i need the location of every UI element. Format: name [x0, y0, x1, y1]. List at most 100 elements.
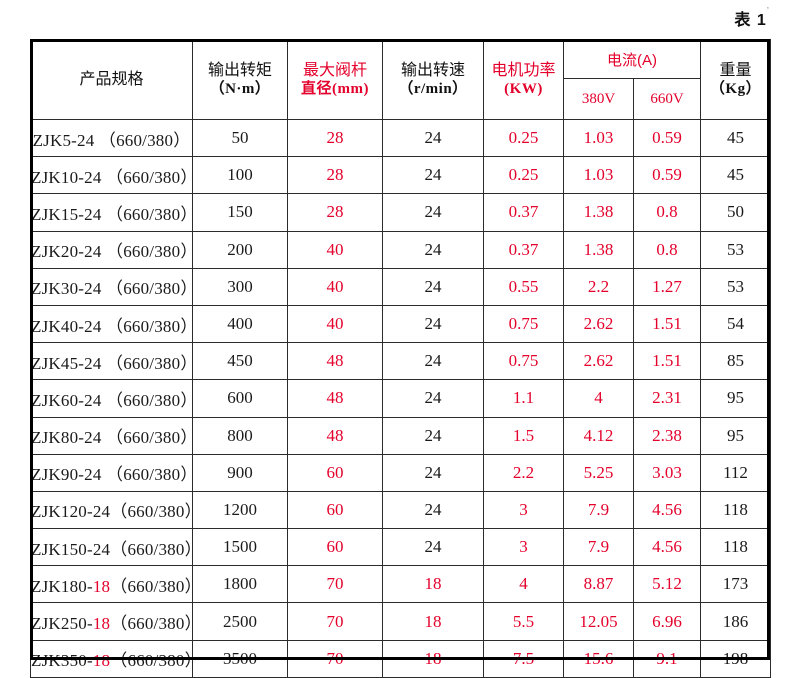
header-model-label: 产品规格	[79, 70, 144, 88]
cell-weight: 95	[700, 379, 771, 418]
cell-current-660v: 0.8	[633, 230, 701, 269]
cell-stem-diameter: 40	[287, 230, 383, 269]
cell-model: ZJK45-24 （660/380）	[30, 342, 197, 381]
table-row: ZJK150-24（660/380） 1500 60 24 3 7.9 4.56 118	[30, 528, 771, 567]
model-code: 24	[84, 167, 102, 187]
cell-power: 0.75	[483, 304, 564, 344]
cell-speed: 24	[382, 379, 484, 418]
header-row-sub: 380V 660V	[31, 78, 771, 120]
model-suffix: （660/380）	[101, 279, 198, 299]
cell-current-380v: 2.2	[563, 267, 634, 306]
header-current: 电流(A)	[563, 39, 701, 79]
cell-power: 0.25	[483, 156, 564, 195]
model-code: 24	[84, 465, 102, 485]
cell-current-660v: 0.59	[633, 118, 701, 158]
cell-current-380v: 1.03	[563, 118, 634, 158]
cell-speed: 24	[382, 267, 484, 306]
cell-speed: 24	[382, 230, 484, 269]
cell-speed: 24	[382, 416, 484, 455]
cell-stem-diameter: 60	[287, 453, 383, 492]
cell-torque: 50	[192, 118, 288, 158]
header-power-label: 电机功率	[491, 61, 556, 79]
header-current-label: 电流(A)	[607, 51, 657, 69]
cell-model: ZJK10-24 （660/380）	[30, 156, 197, 195]
model-code: 24	[77, 130, 95, 150]
header-current-660v-label: 660V	[650, 90, 684, 107]
cell-torque: 900	[192, 453, 288, 492]
cell-current-380v: 15.6	[563, 639, 634, 678]
model-suffix: （660/380）	[94, 130, 191, 150]
cell-current-380v: 1.03	[563, 156, 634, 195]
cell-power: 0.75	[483, 342, 564, 381]
model-suffix: （660/380）	[110, 502, 202, 522]
table-header: 产品规格 输出转矩 （N·m） 最大阀杆 直径(mm) 输出转速 （r/min）…	[30, 39, 771, 120]
header-power: 电机功率 (KW)	[483, 39, 564, 120]
model-code: 18	[92, 576, 111, 596]
cell-stem-diameter: 70	[287, 639, 383, 678]
header-weight: 重量 （Kg）	[700, 39, 771, 120]
cell-weight: 50	[700, 193, 771, 232]
model-code: 18	[92, 651, 111, 671]
cell-current-380v: 7.9	[563, 490, 634, 530]
header-torque-label: 输出转矩	[207, 61, 272, 79]
cell-torque: 300	[192, 267, 288, 306]
header-row-main: 产品规格 输出转矩 （N·m） 最大阀杆 直径(mm) 输出转速 （r/min）…	[30, 39, 771, 120]
cell-current-660v: 2.38	[633, 416, 701, 455]
model-prefix: ZJK180-	[31, 576, 93, 596]
cell-stem-diameter: 70	[287, 602, 383, 641]
cell-torque: 2500	[192, 602, 288, 641]
model-suffix: （660/380）	[101, 242, 198, 262]
model-prefix: ZJK10-	[31, 167, 85, 187]
cell-current-380v: 2.62	[563, 342, 634, 381]
cell-torque: 1500	[192, 528, 288, 567]
cell-stem-diameter: 28	[287, 118, 383, 158]
cell-power: 0.37	[483, 230, 564, 269]
cell-stem-diameter: 40	[287, 304, 383, 344]
cell-stem-diameter: 60	[287, 490, 383, 530]
model-code: 24	[92, 502, 111, 522]
cell-torque: 400	[192, 304, 288, 344]
model-prefix: ZJK15-	[31, 204, 85, 224]
cell-stem-diameter: 48	[287, 379, 383, 418]
cell-weight: 186	[700, 602, 771, 641]
cell-stem-diameter: 70	[287, 565, 383, 604]
cell-weight: 118	[700, 528, 771, 567]
table-row: ZJK20-24 （660/380） 200 40 24 0.37 1.38 0.8 53	[30, 230, 771, 269]
header-stem-diameter-unit: 直径(mm)	[301, 81, 369, 98]
model-suffix: （660/380）	[101, 167, 198, 187]
cell-weight: 85	[700, 342, 771, 381]
header-current-380v: 380V	[563, 78, 634, 120]
table-caption: 表 1’	[0, 6, 770, 30]
model-prefix: ZJK60-	[31, 390, 85, 410]
cell-weight: 118	[700, 490, 771, 530]
model-suffix: （660/380）	[110, 651, 202, 671]
cell-speed: 24	[382, 342, 484, 381]
model-code: 24	[84, 353, 102, 373]
cell-current-660v: 1.51	[633, 342, 701, 381]
specification-table: 产品规格 输出转矩 （N·m） 最大阀杆 直径(mm) 输出转速 （r/min）…	[30, 39, 771, 678]
cell-current-380v: 5.25	[563, 453, 634, 492]
cell-torque: 600	[192, 379, 288, 418]
cell-speed: 18	[382, 565, 484, 604]
model-prefix: ZJK150-	[31, 539, 93, 559]
cell-speed: 18	[382, 639, 484, 678]
cell-current-660v: 4.56	[633, 490, 701, 530]
table-row: ZJK120-24（660/380） 1200 60 24 3 7.9 4.56 118	[30, 490, 771, 530]
cell-current-660v: 3.03	[633, 453, 701, 492]
model-prefix: ZJK20-	[31, 242, 85, 262]
cell-current-380v: 12.05	[563, 602, 634, 641]
cell-model: ZJK20-24 （660/380）	[30, 230, 197, 269]
model-code: 24	[84, 279, 102, 299]
cell-torque: 800	[192, 416, 288, 455]
model-prefix: ZJK45-	[31, 353, 85, 373]
cell-current-380v: 8.87	[563, 565, 634, 604]
cell-speed: 24	[382, 490, 484, 530]
cell-current-660v: 5.12	[633, 565, 701, 604]
cell-current-660v: 1.51	[633, 304, 701, 344]
cell-torque: 1200	[192, 490, 288, 530]
cell-stem-diameter: 28	[287, 193, 383, 232]
header-power-unit: (KW)	[504, 81, 543, 98]
cell-power: 4	[483, 565, 564, 604]
cell-speed: 24	[382, 118, 484, 158]
cell-speed: 24	[382, 193, 484, 232]
